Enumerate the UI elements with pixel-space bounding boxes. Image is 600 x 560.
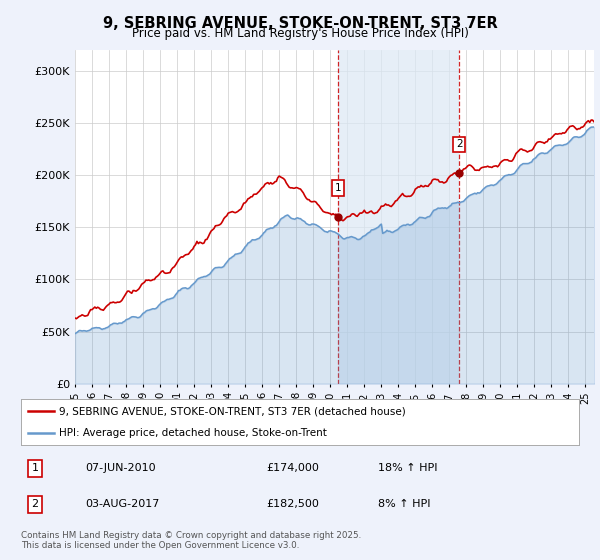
- Text: Contains HM Land Registry data © Crown copyright and database right 2025.
This d: Contains HM Land Registry data © Crown c…: [21, 531, 361, 550]
- Bar: [338, 50, 459, 384]
- Text: Price paid vs. HM Land Registry's House Price Index (HPI): Price paid vs. HM Land Registry's House …: [131, 27, 469, 40]
- Text: 2: 2: [31, 500, 38, 509]
- Text: 18% ↑ HPI: 18% ↑ HPI: [378, 464, 437, 473]
- Text: £174,000: £174,000: [266, 464, 319, 473]
- Text: HPI: Average price, detached house, Stoke-on-Trent: HPI: Average price, detached house, Stok…: [59, 428, 327, 438]
- Text: 9, SEBRING AVENUE, STOKE-ON-TRENT, ST3 7ER: 9, SEBRING AVENUE, STOKE-ON-TRENT, ST3 7…: [103, 16, 497, 31]
- Text: 8% ↑ HPI: 8% ↑ HPI: [378, 500, 431, 509]
- Text: 1: 1: [335, 183, 341, 193]
- Text: 07-JUN-2010: 07-JUN-2010: [85, 464, 156, 473]
- Text: 2: 2: [456, 139, 463, 150]
- Text: £182,500: £182,500: [266, 500, 319, 509]
- Text: 1: 1: [31, 464, 38, 473]
- Text: 03-AUG-2017: 03-AUG-2017: [85, 500, 160, 509]
- Text: 9, SEBRING AVENUE, STOKE-ON-TRENT, ST3 7ER (detached house): 9, SEBRING AVENUE, STOKE-ON-TRENT, ST3 7…: [59, 406, 406, 416]
